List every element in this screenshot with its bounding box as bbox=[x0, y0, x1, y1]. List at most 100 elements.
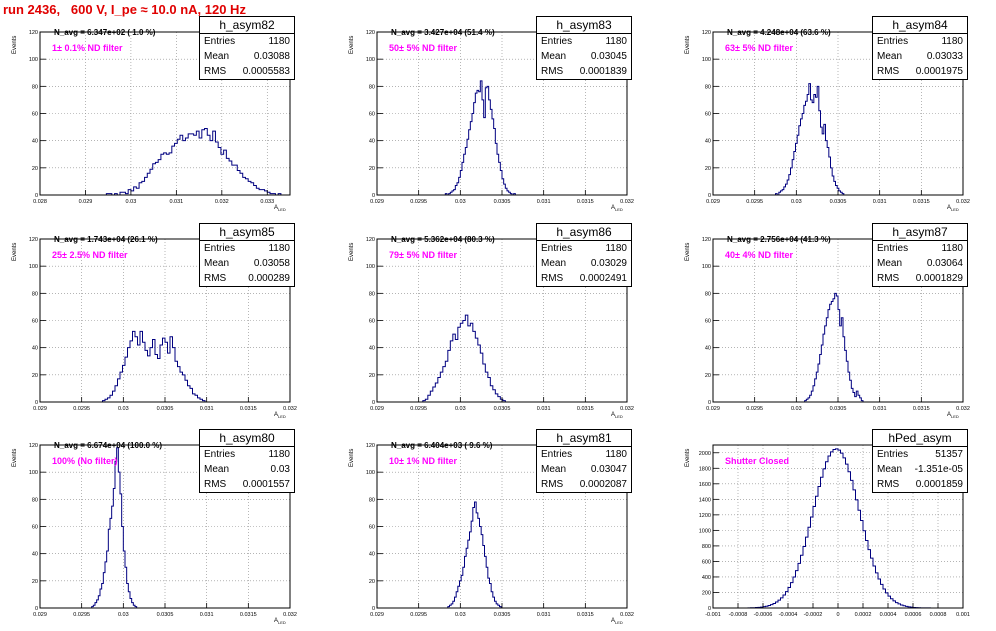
stats-key: Mean bbox=[541, 258, 567, 269]
histogram-series bbox=[91, 447, 138, 608]
stats-key: RMS bbox=[541, 479, 564, 490]
navg-label: N_avg = 4.248e+04 (63.6 %) bbox=[727, 28, 831, 37]
y-tick-label: 120 bbox=[366, 237, 375, 243]
y-tick-label: 60 bbox=[369, 525, 375, 531]
navg-label: N_avg = 6.347e+02 ( 1.0 %) bbox=[54, 28, 156, 37]
stats-value: 1180 bbox=[605, 449, 627, 460]
x-tick-label: 0.0315 bbox=[577, 406, 594, 412]
stats-key: Mean bbox=[877, 258, 903, 269]
x-tick-label: 0.032 bbox=[283, 612, 297, 618]
x-tick-label: 0.03 bbox=[455, 612, 466, 618]
stats-box: h_asym85 Entries 1180 Mean 0.03058 RMS 0.00028… bbox=[199, 223, 295, 287]
histogram-panel: -0.001 -0.0008 -0.0006 -0.0004 -0.0002 0 0.000… bbox=[673, 429, 996, 631]
stats-value: 0.0001829 bbox=[915, 273, 963, 284]
stats-value: 0.0005583 bbox=[242, 66, 290, 77]
x-tick-label: 0.031 bbox=[537, 612, 551, 618]
y-tick-label: 40 bbox=[705, 346, 711, 352]
x-axis-subscript: LED bbox=[615, 207, 623, 213]
x-tick-label: 0.032 bbox=[956, 406, 970, 412]
navg-label: N_avg = 2.756e+04 (41.3 %) bbox=[727, 235, 831, 244]
stats-key: Entries bbox=[541, 36, 573, 47]
stats-value: 1180 bbox=[605, 243, 627, 254]
y-tick-label: 100 bbox=[366, 57, 375, 63]
y-tick-label: 120 bbox=[29, 237, 38, 243]
x-tick-label: 0.0295 bbox=[410, 406, 427, 412]
y-tick-label: 80 bbox=[369, 497, 375, 503]
x-tick-label: 0.0305 bbox=[830, 199, 847, 205]
stats-key: RMS bbox=[877, 66, 900, 77]
histogram-plot: 0.029 0.0295 0.03 0.0305 0.031 0.0315 0.032 0 20… bbox=[366, 30, 634, 205]
stats-key: Entries bbox=[877, 36, 909, 47]
x-axis-label: ALED bbox=[274, 412, 286, 419]
y-axis-label: Events bbox=[685, 242, 691, 261]
navg-label: N_avg = 1.743e+04 (26.1 %) bbox=[54, 235, 158, 244]
navg-label: N_avg = 5.362e+04 (80.3 %) bbox=[391, 235, 495, 244]
stats-row: Mean 0.03058 bbox=[204, 256, 290, 271]
x-tick-label: 0.029 bbox=[370, 199, 384, 205]
y-tick-label: 80 bbox=[369, 291, 375, 297]
y-tick-label: 80 bbox=[369, 84, 375, 90]
x-axis-symbol: A bbox=[274, 618, 279, 624]
x-tick-label: 0.0315 bbox=[913, 406, 930, 412]
x-tick-label: 0.029 bbox=[706, 199, 720, 205]
x-tick-label: 0.032 bbox=[956, 199, 970, 205]
x-tick-label: 0.031 bbox=[873, 199, 887, 205]
navg-label: N_avg = 6.674e+04 (100.0 %) bbox=[54, 441, 163, 450]
x-axis-subscript: LED bbox=[278, 414, 286, 420]
stats-row: Mean 0.03064 bbox=[877, 256, 963, 271]
stats-key: Entries bbox=[204, 449, 236, 460]
y-tick-label: 100 bbox=[29, 57, 38, 63]
histogram-series bbox=[804, 292, 864, 402]
x-tick-label: 0.029 bbox=[370, 406, 384, 412]
x-tick-label: 0.03 bbox=[455, 406, 466, 412]
y-tick-label: 40 bbox=[32, 552, 38, 558]
histogram-plot: 0.029 0.0295 0.03 0.0305 0.031 0.0315 0.032 0 20… bbox=[366, 443, 634, 618]
x-tick-label: 0.0315 bbox=[240, 612, 257, 618]
filter-label: 100% (No filter) bbox=[52, 456, 118, 466]
x-axis-subscript: LED bbox=[615, 414, 623, 420]
y-tick-label: 20 bbox=[369, 373, 375, 379]
x-tick-label: 0.032 bbox=[215, 199, 229, 205]
x-tick-label: 0.0315 bbox=[577, 612, 594, 618]
stats-row: Entries 1180 bbox=[204, 241, 290, 256]
y-tick-label: 100 bbox=[29, 264, 38, 270]
filter-label: 63± 5% ND filter bbox=[725, 43, 793, 53]
stats-value: 0.03033 bbox=[926, 51, 963, 62]
x-tick-label: 0.028 bbox=[33, 199, 47, 205]
y-tick-label: 120 bbox=[29, 30, 38, 36]
y-tick-label: 600 bbox=[702, 559, 711, 565]
x-tick-label: 0.029 bbox=[706, 406, 720, 412]
y-tick-label: 60 bbox=[705, 319, 711, 325]
stats-key: RMS bbox=[204, 66, 227, 77]
x-axis-label: ALED bbox=[947, 412, 959, 419]
x-axis-subscript: LED bbox=[951, 414, 959, 420]
x-tick-label: 0.031 bbox=[200, 612, 214, 618]
stats-key: Entries bbox=[541, 449, 573, 460]
y-tick-label: 0 bbox=[372, 606, 375, 612]
stats-row: Mean 0.03045 bbox=[541, 49, 627, 64]
y-axis-label: Events bbox=[12, 35, 18, 54]
y-tick-label: 40 bbox=[32, 139, 38, 145]
y-tick-label: 100 bbox=[702, 264, 711, 270]
stats-key: Mean bbox=[204, 51, 230, 62]
x-tick-label: 0.0305 bbox=[494, 199, 511, 205]
histogram-plot: -0.001 -0.0008 -0.0006 -0.0004 -0.0002 0 0.000… bbox=[699, 444, 970, 618]
y-tick-label: 0 bbox=[35, 193, 38, 199]
stats-key: Entries bbox=[204, 36, 236, 47]
y-tick-label: 40 bbox=[705, 139, 711, 145]
y-tick-label: 100 bbox=[702, 57, 711, 63]
stats-row: Entries 1180 bbox=[204, 447, 290, 462]
histogram-panel: 0.029 0.0295 0.03 0.0305 0.031 0.0315 0.032 0 20… bbox=[337, 223, 660, 425]
stats-key: RMS bbox=[541, 66, 564, 77]
x-tick-label: -0.0008 bbox=[729, 612, 748, 618]
x-axis-subscript: LED bbox=[615, 620, 623, 626]
x-tick-label: 0.0305 bbox=[830, 406, 847, 412]
histogram-name: h_asym87 bbox=[873, 224, 967, 241]
stats-value: 0.0002491 bbox=[579, 273, 627, 284]
stats-value: 0.0001975 bbox=[915, 66, 963, 77]
x-tick-label: 0.032 bbox=[620, 612, 634, 618]
x-tick-label: 0.031 bbox=[537, 406, 551, 412]
x-tick-label: 0.0006 bbox=[905, 612, 922, 618]
y-tick-label: 0 bbox=[708, 193, 711, 199]
y-tick-label: 40 bbox=[369, 139, 375, 145]
